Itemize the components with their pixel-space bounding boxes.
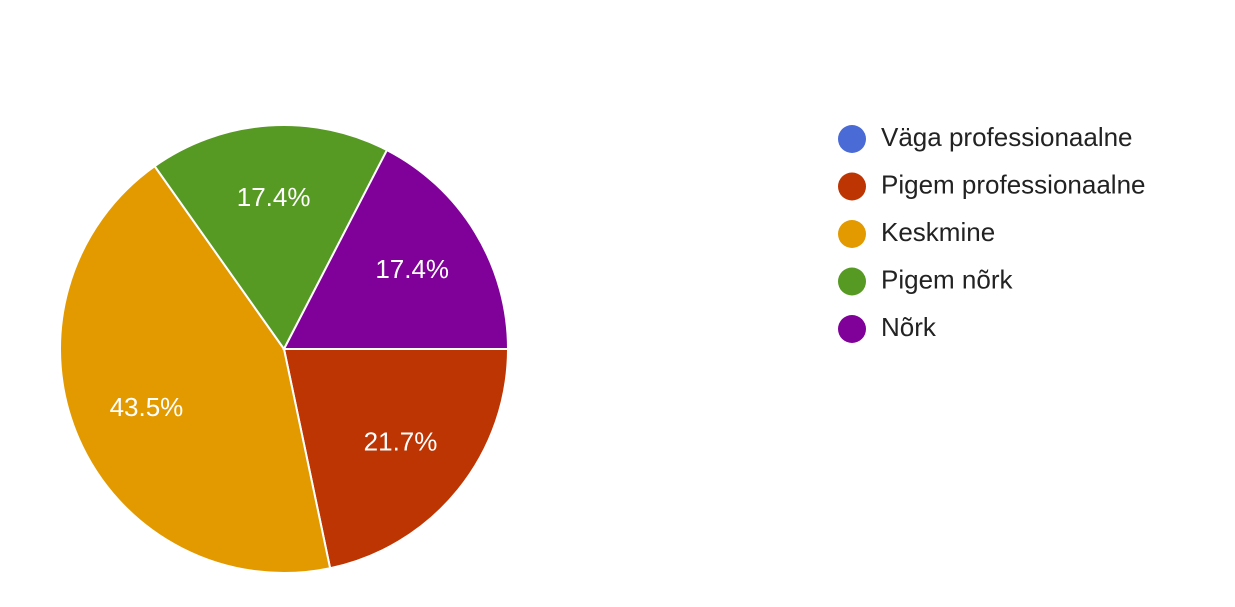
slice-label: 17.4% [375, 254, 449, 284]
pie-slice [59, 164, 332, 574]
slice-label: 21.7% [364, 426, 438, 456]
legend-swatch [838, 315, 866, 343]
pie-slice [153, 124, 389, 351]
legend-swatch [838, 220, 866, 248]
legend-swatch [838, 125, 866, 153]
slice-label: 43.5% [110, 392, 184, 422]
legend-swatch [838, 172, 866, 201]
slice-label: 17.4% [237, 182, 311, 212]
legend-label: Pigem nõrk [881, 264, 1013, 294]
legend-swatch [838, 267, 866, 296]
legend-label: Pigem professionaalne [881, 169, 1146, 199]
legend-label: Väga professionaalne [881, 122, 1133, 152]
legend-label: Nõrk [881, 312, 937, 342]
pie-slice [282, 148, 510, 350]
pie-slice [282, 348, 510, 570]
legend-label: Keskmine [881, 217, 995, 247]
